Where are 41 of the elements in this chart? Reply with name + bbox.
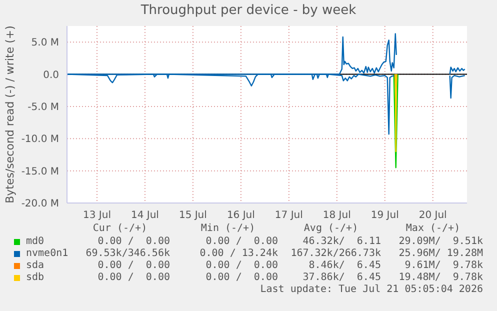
y-tick-label: 0.0 [43,70,59,81]
text: 69.53k/346.56k [86,248,170,259]
y-tick-label: -15.0 M [21,166,59,178]
text: 46.32k/ 6.11 [302,236,381,247]
text: 37.86k/ 6.45 [302,272,381,283]
text: Min (-/+) [200,223,256,234]
text: 25.96M/ 19.28M [398,248,483,259]
chart-title: Throughput per device - by week [140,3,358,18]
y-tick-label: -5.0 M [28,102,59,114]
y-tick-label: -20.0 M [21,198,59,210]
x-tick-label: 13 Jul [83,210,111,222]
x-tick-label: 15 Jul [178,210,207,222]
text: 167.32k/266.73k [290,248,381,259]
y-axis-title: Bytes/second read (-) / write (+) [4,26,16,204]
x-tick-label: 20 Jul [418,210,447,222]
legend-label: sdb [26,272,44,283]
text: Last update: Tue Jul 21 05:05:04 2026 [259,284,483,295]
x-tick-label: 14 Jul [130,210,159,222]
text: Avg (-/+) [302,223,360,234]
text: 0.00 / 0.00 [206,272,278,283]
text: 0.00 / 0.00 [96,272,170,283]
text: 8.46k/ 6.45 [308,260,381,271]
legend-label: nvme0n1 [26,248,68,259]
x-tick-label: 19 Jul [370,210,399,222]
text: 0.00 / 0.00 [96,260,170,271]
x-tick-label: 17 Jul [274,210,303,222]
x-tick-label: 16 Jul [226,210,255,222]
text: 9.61M/ 9.78k [404,260,483,271]
text: 0.00 / 0.00 [206,236,278,247]
x-tick-label: 18 Jul [322,210,351,222]
text: 0.00 / 0.00 [206,260,278,271]
y-tick-label: 5.0 M [31,38,59,49]
legend-label: sda [26,260,44,271]
y-tick-label: -10.0 M [21,134,59,146]
text: Cur (-/+) [92,223,148,234]
text: 0.00 / 0.00 [96,236,170,247]
text: 0.00 / 13.24k [200,248,278,259]
text: 19.48M/ 9.78k [398,272,483,283]
legend-label: md0 [26,236,44,247]
text: 29.09M/ 9.51k [398,236,483,247]
text: Max (-/+) [404,223,462,234]
